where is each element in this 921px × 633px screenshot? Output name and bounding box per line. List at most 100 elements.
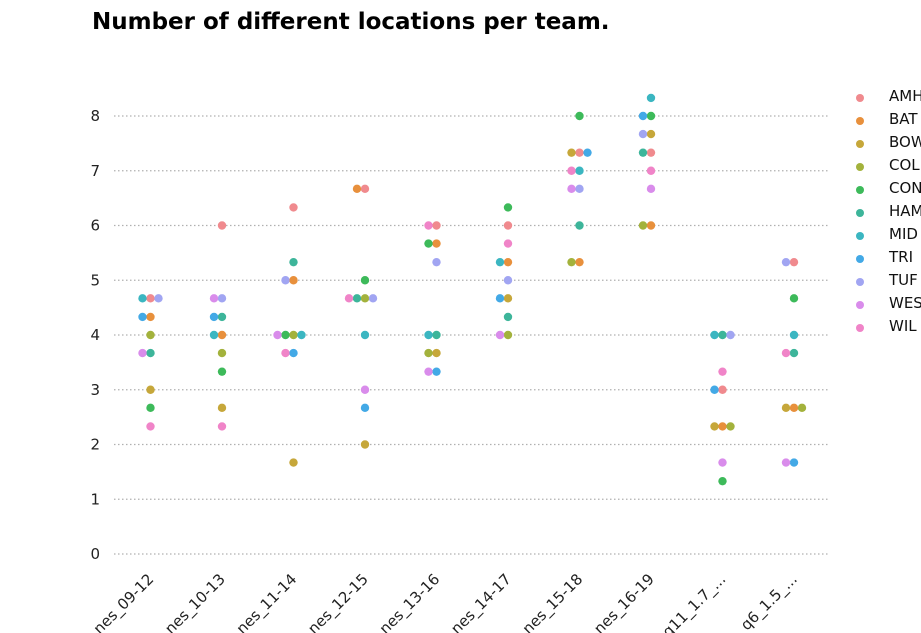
data-point-con (217, 367, 227, 376)
data-point-tuf (781, 257, 791, 267)
y-tick-label: 1 (90, 490, 100, 508)
data-point-bat (289, 276, 298, 285)
data-point-bow (217, 403, 227, 413)
data-point-amh (289, 203, 298, 212)
y-tick-label: 6 (90, 217, 100, 235)
data-point-ham (217, 312, 227, 322)
data-point-bat (646, 221, 656, 230)
data-point-bat (575, 257, 584, 267)
data-point-bat (789, 403, 799, 413)
legend-marker (856, 255, 864, 263)
legend-marker (856, 163, 864, 171)
data-point-col (146, 330, 155, 340)
data-point-col (638, 221, 648, 230)
legend-marker (856, 209, 864, 217)
legend-label: WES (889, 294, 921, 312)
data-point-amh (146, 294, 155, 303)
data-point-bat (503, 257, 513, 267)
data-point-wil (344, 294, 354, 303)
data-point-tri (432, 367, 441, 376)
data-point-amh (217, 221, 227, 230)
data-point-col (503, 330, 513, 340)
x-tick-label: nes_14-17 (447, 570, 515, 633)
data-point-tuf (217, 294, 227, 303)
data-point-con (281, 330, 290, 340)
data-point-bow (710, 422, 719, 431)
data-point-amh (432, 221, 441, 230)
data-point-mid (710, 330, 719, 340)
data-point-tri (360, 403, 370, 413)
data-point-amh (360, 184, 370, 194)
data-point-con (718, 476, 727, 486)
y-tick-label: 7 (90, 162, 100, 180)
legend-label: MID (889, 225, 918, 243)
data-point-con (360, 276, 370, 285)
data-point-bat (432, 239, 441, 248)
data-point-wil (718, 367, 727, 376)
data-point-con (789, 294, 799, 303)
x-tick-label: q11_1.7_... (659, 570, 730, 633)
legend-label: AMH (889, 87, 921, 105)
data-point-col (726, 422, 735, 431)
data-point-mid (789, 330, 799, 340)
data-point-mid (424, 330, 433, 340)
data-point-amh (575, 148, 584, 157)
data-point-ham (638, 148, 648, 157)
data-point-tri (789, 458, 799, 467)
data-point-tuf (575, 184, 584, 194)
data-point-col (424, 348, 433, 358)
data-point-wil (217, 422, 227, 431)
data-point-tuf (368, 294, 378, 303)
data-point-bow (146, 385, 155, 394)
x-tick-label: nes_11-14 (233, 570, 301, 633)
data-point-wes (424, 367, 433, 376)
legend-marker (856, 232, 864, 240)
data-point-con (146, 403, 155, 413)
data-point-tri (289, 348, 298, 358)
data-point-mid (495, 257, 505, 267)
data-points (138, 93, 807, 486)
data-point-ham (289, 257, 298, 267)
data-point-col (567, 257, 576, 267)
legend-marker (856, 186, 864, 194)
legend-label: COL (889, 156, 920, 174)
y-tick-label: 5 (90, 271, 100, 289)
data-point-wil (646, 166, 656, 175)
data-point-wil (281, 348, 290, 358)
data-point-ham (146, 348, 155, 358)
data-point-mid (646, 93, 656, 103)
legend-label: TRI (889, 248, 914, 266)
legend-label: CON (889, 179, 921, 197)
legend-marker (856, 117, 864, 125)
y-tick-label: 4 (90, 326, 100, 344)
data-point-col (360, 294, 370, 303)
data-point-tuf (154, 294, 163, 303)
data-point-tuf (503, 276, 513, 285)
data-point-con (575, 111, 584, 121)
data-point-col (289, 330, 298, 340)
data-point-wil (567, 166, 576, 175)
x-tick-label: nes_15-18 (519, 570, 587, 633)
data-point-tri (710, 385, 719, 394)
data-point-bat (718, 422, 727, 431)
legend-label: HAM (889, 202, 921, 220)
legend-marker (856, 301, 864, 309)
data-point-wes (781, 458, 791, 467)
legend-marker (856, 278, 864, 286)
legend-label: TUF (889, 271, 918, 289)
y-tick-label: 8 (90, 107, 100, 125)
data-point-bow (503, 294, 513, 303)
data-point-bow (289, 458, 298, 467)
chart-title: Number of different locations per team. (92, 9, 610, 35)
x-tick-label: nes_16-19 (590, 570, 658, 633)
legend-label: BAT (889, 110, 918, 128)
y-tick-label: 2 (90, 436, 100, 454)
data-point-con (424, 239, 433, 248)
data-point-amh (646, 148, 656, 157)
data-point-ham (432, 330, 441, 340)
data-point-wes (209, 294, 219, 303)
x-tick-label: nes_13-16 (376, 570, 444, 633)
legend-marker (856, 324, 864, 332)
x-tick-label: nes_09-12 (90, 570, 158, 633)
